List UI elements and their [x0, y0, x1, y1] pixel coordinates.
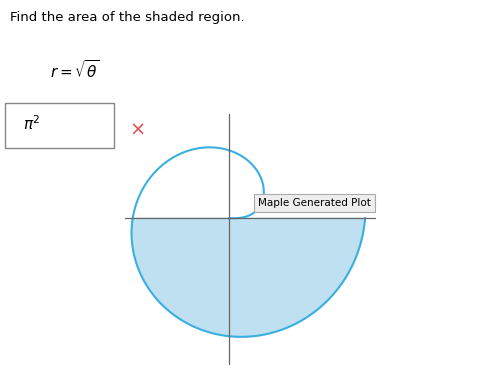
Text: $\times$: $\times$ — [129, 120, 145, 139]
Text: $r = \sqrt{\theta}$: $r = \sqrt{\theta}$ — [50, 59, 99, 81]
Text: $\pi^2$: $\pi^2$ — [23, 114, 41, 132]
Polygon shape — [131, 218, 365, 337]
Text: Find the area of the shaded region.: Find the area of the shaded region. — [10, 11, 245, 24]
FancyBboxPatch shape — [5, 103, 114, 148]
Text: Maple Generated Plot: Maple Generated Plot — [258, 198, 371, 208]
